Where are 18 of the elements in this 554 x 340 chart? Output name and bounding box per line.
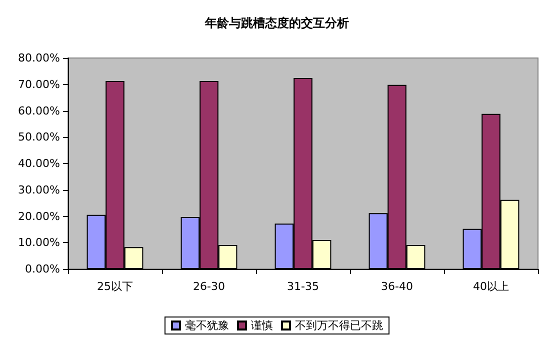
y-tick-label: 70.00%	[18, 78, 60, 91]
x-tick-label: 26-30	[193, 280, 225, 293]
x-tick-label: 31-35	[287, 280, 319, 293]
x-tick-label: 25以下	[97, 280, 133, 293]
legend-label: 不到万不得已不跳	[295, 319, 383, 332]
y-tick-label: 50.00%	[18, 130, 60, 144]
legend-label: 毫不犹豫	[185, 319, 229, 332]
y-tick-label: 40.00%	[18, 157, 60, 170]
y-tick-label: 20.00%	[18, 210, 60, 223]
y-tick-label: 60.00%	[18, 104, 60, 118]
y-tick-label: 80.00%	[18, 52, 60, 64]
y-tick-label: 10.00%	[18, 236, 60, 250]
y-tick-label: 30.00%	[18, 183, 60, 196]
chart-title: 年龄与跳槽态度的交互分析	[204, 16, 349, 30]
y-tick-label: 0.00%	[25, 262, 60, 276]
legend-label: 谨慎	[251, 319, 273, 332]
x-tick-label: 36-40	[381, 280, 413, 293]
x-tick-label: 40以上	[473, 280, 509, 293]
